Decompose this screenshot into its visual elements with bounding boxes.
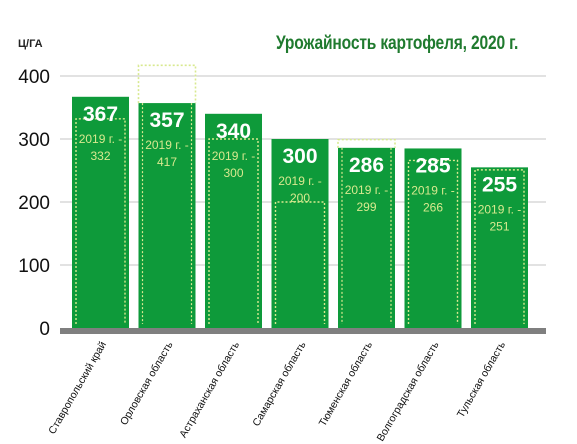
prev-year-label-line: 299	[356, 200, 376, 214]
bar	[205, 113, 262, 328]
prev-year-label: 2019 г. - 299	[345, 183, 389, 214]
prev-year-label-line: 300	[223, 166, 243, 180]
prev-year-marker	[407, 159, 459, 324]
x-tick-label: Орловская область	[118, 339, 176, 427]
prev-year-label-line: 2019 г. -	[212, 149, 256, 163]
x-tick-label: Астраханская область	[177, 339, 242, 440]
y-tick-label: 0	[39, 319, 50, 340]
x-tick-label: Самарская область	[250, 339, 309, 428]
y-tick-label: 400	[18, 67, 50, 88]
prev-year-label-line: 2019 г. -	[345, 183, 389, 197]
data-label: 367	[83, 103, 118, 126]
chart-title: Урожайность картофеля, 2020 г.	[276, 33, 519, 54]
prev-year-label-line: 2019 г. -	[411, 183, 455, 197]
prev-year-label-line: 200	[290, 191, 310, 205]
x-axis-baseline	[60, 328, 546, 334]
data-label: 285	[415, 154, 450, 177]
prev-year-label: 2019 г. - 251	[478, 202, 522, 233]
bar	[138, 103, 196, 328]
prev-year-label-line: 251	[489, 219, 509, 233]
bar	[471, 167, 528, 328]
prev-year-label-line: 266	[423, 200, 443, 214]
prev-year-label-line: 2019 г. -	[145, 138, 189, 152]
data-label: 300	[282, 145, 317, 168]
y-tick-label: 300	[18, 130, 50, 151]
prev-year-label-line: 332	[90, 149, 110, 163]
y-tick-label: 200	[18, 193, 50, 214]
prev-year-label-line: 2019 г. -	[278, 174, 322, 188]
x-tick-label: Тюменская область	[317, 339, 376, 429]
prev-year-marker	[474, 169, 525, 324]
prev-year-label: 2019 г. - 200	[278, 174, 322, 205]
prev-year-label: 2019 г. - 300	[212, 149, 256, 180]
prev-year-marker	[75, 118, 126, 324]
prev-year-label: 2019 г. - 266	[411, 183, 455, 214]
y-tick-label: 100	[18, 256, 50, 277]
data-label: 357	[149, 109, 184, 132]
x-tick-label: Волгоградская область	[375, 339, 442, 443]
y-axis-unit-label: Ц/ГА	[18, 38, 43, 50]
prev-year-marker	[137, 64, 197, 104]
data-label: 286	[349, 154, 384, 177]
prev-year-marker	[274, 201, 326, 324]
data-label: 340	[216, 120, 251, 143]
prev-year-marker-inner	[341, 147, 392, 324]
x-tick-label: Тульская область	[455, 339, 509, 420]
prev-year-marker	[337, 138, 396, 148]
bar	[72, 96, 129, 328]
prev-year-marker-inner	[141, 103, 193, 324]
prev-year-label-line: 2019 г. -	[79, 132, 123, 146]
x-tick-label: Ставропольский край	[46, 339, 109, 436]
data-label: 255	[482, 173, 517, 196]
prev-year-label-line: 2019 г. -	[478, 202, 522, 216]
prev-year-label: 2019 г. - 332	[79, 132, 123, 163]
bar	[338, 147, 395, 328]
prev-year-marker	[208, 138, 259, 324]
bar	[271, 139, 329, 328]
bar	[404, 148, 462, 328]
prev-year-label: 2019 г. - 417	[145, 138, 189, 169]
prev-year-label-line: 417	[157, 155, 177, 169]
